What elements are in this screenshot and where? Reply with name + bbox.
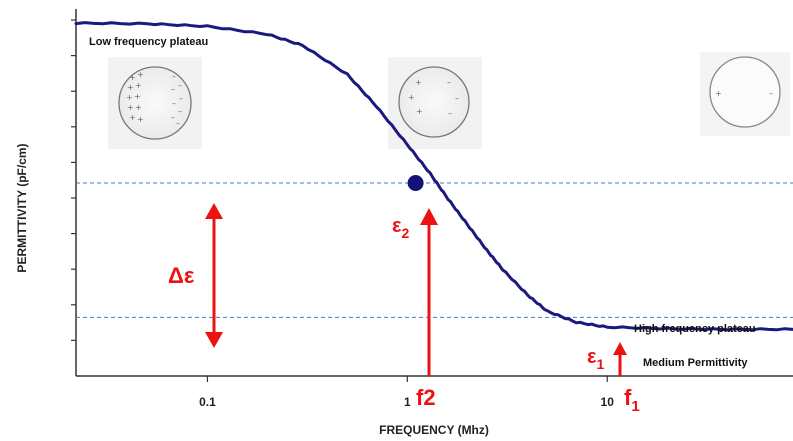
- f1-label: f1: [624, 385, 640, 415]
- svg-text:+: +: [715, 89, 722, 98]
- x-tick-label: 0.1: [199, 395, 216, 409]
- svg-text:+: +: [416, 107, 423, 116]
- svg-text:–: –: [176, 119, 180, 128]
- y-axis-ticks: [71, 19, 76, 341]
- svg-text:–: –: [178, 81, 182, 90]
- svg-text:–: –: [172, 72, 176, 81]
- svg-text:–: –: [455, 94, 459, 103]
- svg-text:+: +: [135, 81, 142, 90]
- svg-text:–: –: [178, 107, 182, 116]
- svg-text:+: +: [415, 78, 422, 87]
- svg-text:–: –: [172, 99, 176, 108]
- high-plateau-label: High frequency plateau: [634, 323, 756, 335]
- svg-text:+: +: [137, 115, 144, 124]
- f2-label: f2: [416, 385, 436, 410]
- svg-text:+: +: [135, 103, 142, 112]
- x-axis-title: FREQUENCY (Mhz): [379, 423, 489, 437]
- medium-permittivity-label: Medium Permittivity: [643, 357, 748, 369]
- svg-text:+: +: [134, 92, 141, 101]
- svg-text:+: +: [127, 103, 134, 112]
- svg-text:–: –: [447, 78, 451, 87]
- y-axis-title: PERMITTIVITY (pF/cm): [15, 143, 29, 272]
- svg-text:–: –: [179, 94, 183, 103]
- svg-text:–: –: [171, 113, 175, 122]
- svg-text:–: –: [448, 109, 452, 118]
- permittivity-curve: [74, 21, 793, 332]
- svg-text:+: +: [129, 73, 136, 82]
- svg-text:–: –: [171, 85, 175, 94]
- low-plateau-label: Low frequency plateau: [89, 36, 208, 48]
- x-tick-label: 1: [404, 395, 411, 409]
- cell-diagram-mid: +++ –––: [388, 57, 482, 149]
- relaxation-point-marker: [407, 175, 424, 191]
- reference-lines: [76, 182, 793, 318]
- epsilon1-label: ε1: [587, 346, 605, 372]
- x-tick-label: 10: [601, 395, 615, 409]
- svg-text:+: +: [408, 93, 415, 102]
- cell-diagram-low: + ++ ++ + + ++ + ––– ––– ––: [108, 57, 202, 149]
- delta-epsilon-arrow: [205, 203, 223, 348]
- cell-diagram-high: + –: [700, 52, 790, 136]
- f2-arrow: [420, 208, 438, 376]
- svg-text:–: –: [769, 89, 773, 98]
- svg-text:+: +: [137, 70, 144, 79]
- svg-text:+: +: [127, 83, 134, 92]
- f1-arrow: [613, 342, 627, 376]
- epsilon2-label: ε2: [392, 215, 410, 241]
- svg-text:+: +: [129, 113, 136, 122]
- delta-epsilon-label: Δε: [168, 263, 195, 288]
- svg-text:+: +: [126, 93, 133, 102]
- x-axis-ticks: 0.1 1 10: [199, 376, 614, 409]
